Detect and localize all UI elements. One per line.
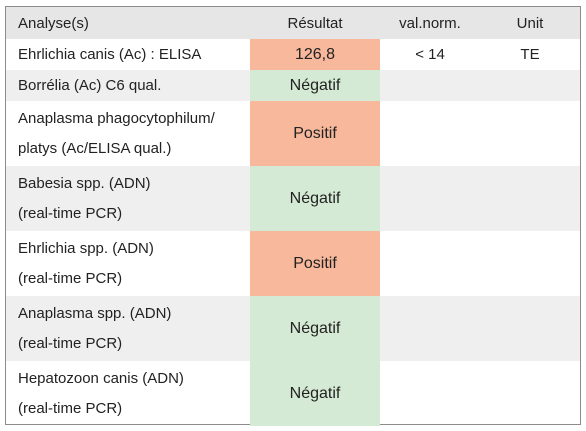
norm-cell <box>380 296 480 361</box>
analyse-name: Borrélia (Ac) C6 qual. <box>6 70 250 101</box>
unit-cell <box>480 101 580 166</box>
header-analyse: Analyse(s) <box>6 7 250 39</box>
norm-cell <box>380 70 480 101</box>
header-valnorm: val.norm. <box>380 7 480 39</box>
unit-cell: TE <box>520 46 540 63</box>
header-unit: Unit <box>480 7 580 39</box>
table-row: Borrélia (Ac) C6 qual. Négatif <box>6 70 580 101</box>
results-table: Analyse(s) Résultat val.norm. Unit Ehrli… <box>6 7 580 426</box>
analyse-name: Hepatozoon canis (ADN) (real-time PCR) <box>18 369 184 417</box>
unit-cell <box>480 361 580 426</box>
norm-cell: < 14 <box>415 46 445 63</box>
norm-cell <box>380 101 480 166</box>
unit-cell <box>480 231 580 296</box>
result-cell: Négatif <box>250 361 380 426</box>
analyse-name: Ehrlichia canis (Ac) : ELISA <box>18 45 202 63</box>
result-cell: Positif <box>250 101 380 166</box>
norm-cell <box>380 361 480 426</box>
table-row: Ehrlichia spp. (ADN) (real-time PCR) Posi… <box>6 231 580 296</box>
unit-cell <box>480 296 580 361</box>
unit-cell <box>480 166 580 231</box>
header-row: Analyse(s) Résultat val.norm. Unit <box>6 7 580 39</box>
table-row: Ehrlichia canis (Ac) : ELISA 126,8 < 14 … <box>6 39 580 70</box>
norm-cell <box>380 231 480 296</box>
result-cell: Positif <box>250 231 380 296</box>
analyse-name: Anaplasma phagocytophilum/platys (Ac/ELI… <box>18 109 215 157</box>
header-resultat: Résultat <box>250 7 380 39</box>
table-row: Anaplasma phagocytophilum/platys (Ac/ELI… <box>6 101 580 166</box>
result-cell: Négatif <box>250 166 380 231</box>
analyse-name: Anaplasma spp. (ADN) (real-time PCR) <box>6 296 250 361</box>
results-table-frame: Analyse(s) Résultat val.norm. Unit Ehrli… <box>5 6 581 426</box>
norm-cell <box>380 166 480 231</box>
unit-cell <box>480 70 580 101</box>
analyse-name: Ehrlichia spp. (ADN) (real-time PCR) <box>18 239 154 287</box>
table-row: Hepatozoon canis (ADN) (real-time PCR) Né… <box>6 361 580 426</box>
table-row: Babesia spp. (ADN) (real-time PCR) Négati… <box>6 166 580 231</box>
analyse-name: Babesia spp. (ADN) (real-time PCR) <box>6 166 250 231</box>
result-cell: 126,8 <box>250 39 380 70</box>
result-cell: Négatif <box>250 296 380 361</box>
table-row: Anaplasma spp. (ADN) (real-time PCR) Néga… <box>6 296 580 361</box>
result-cell: Négatif <box>250 70 380 101</box>
